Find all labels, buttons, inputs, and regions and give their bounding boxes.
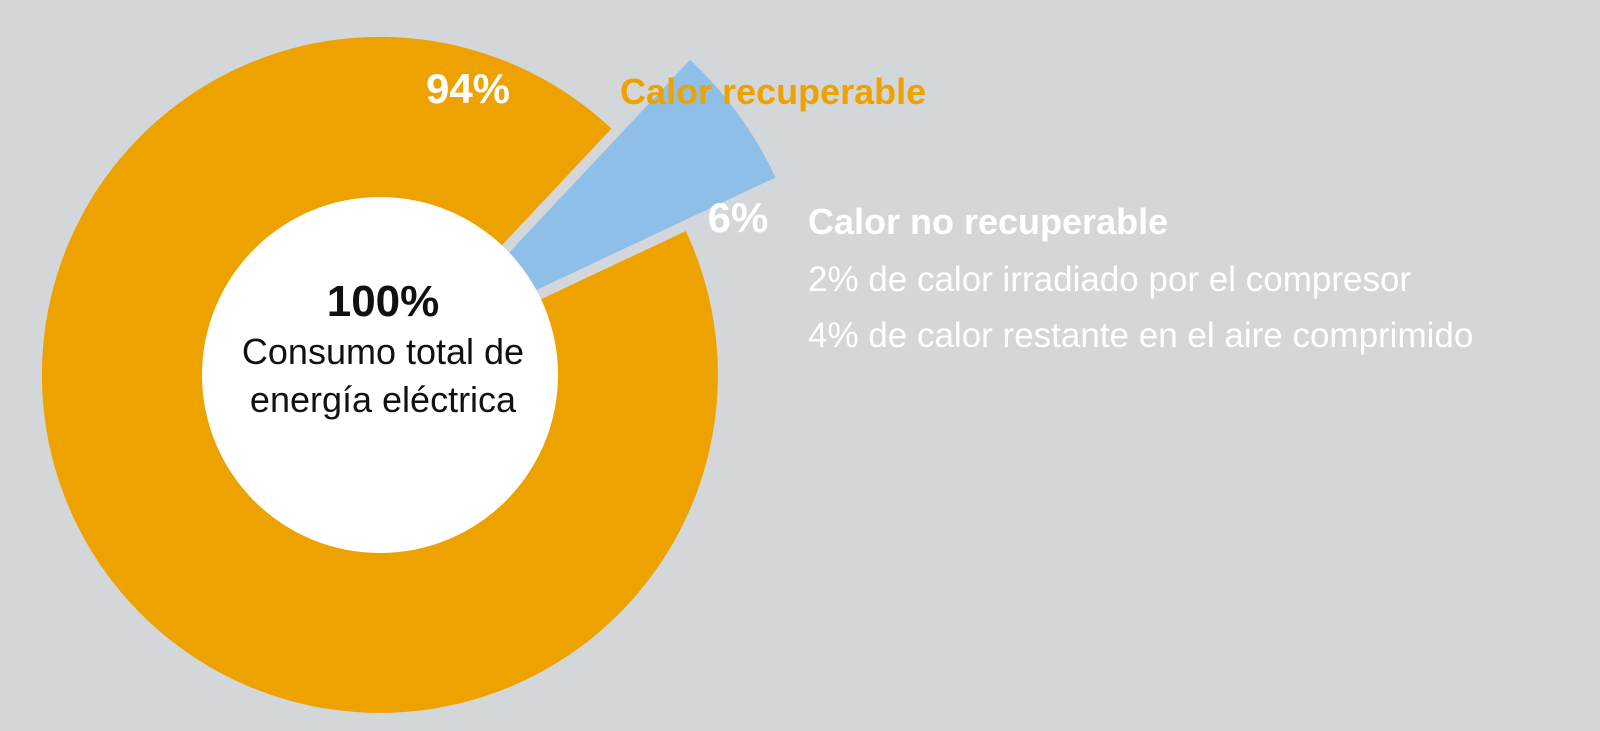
slice-recuperable-value: 94% (426, 65, 510, 112)
legend-recuperable-label: Calor recuperable (620, 71, 926, 112)
legend-no-recuperable-detail-2: 4% de calor restante en el aire comprimi… (808, 316, 1473, 355)
donut-center-hole (202, 197, 558, 553)
center-percentage: 100% (327, 277, 440, 326)
legend-no-recuperable-detail-1: 2% de calor irradiado por el compresor (808, 260, 1411, 299)
center-label-line-2: energía eléctrica (250, 379, 517, 420)
slice-no-recuperable-value: 6% (708, 194, 769, 241)
legend-no-recuperable-label: Calor no recuperable (808, 201, 1168, 242)
center-label-line-1: Consumo total de (242, 331, 524, 372)
